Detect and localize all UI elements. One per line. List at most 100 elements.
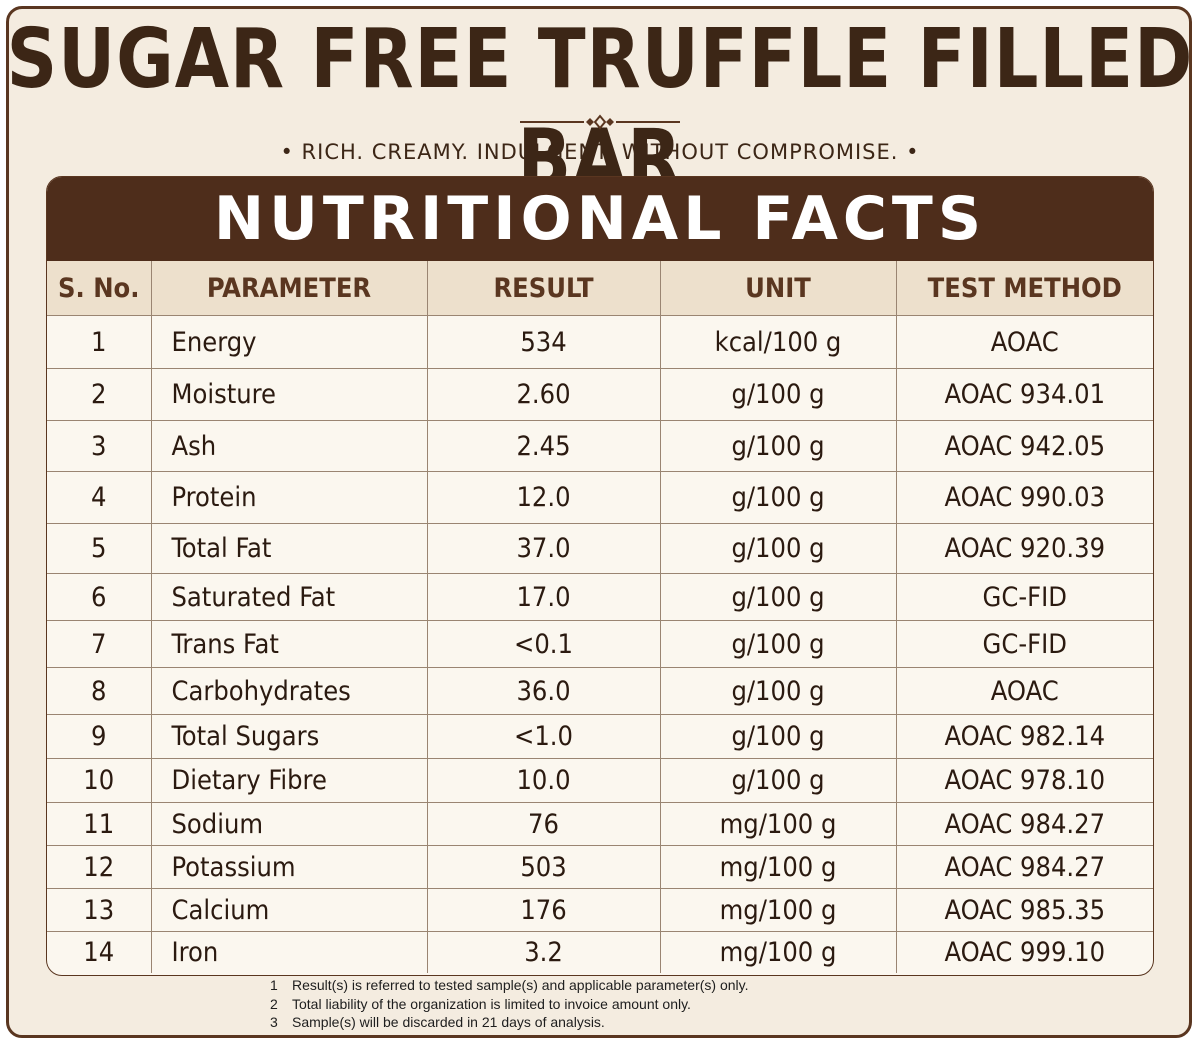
cell-parameter: Moisture: [150, 368, 428, 421]
tagline: • RICH. CREAMY. INDULGENT. WITHOUT COMPR…: [280, 140, 920, 164]
nutrition-panel: NUTRITIONAL FACTS S. No. PARAMETER RESUL…: [46, 176, 1154, 976]
cell-parameter: Iron: [150, 931, 428, 973]
cell-result: <0.1: [426, 620, 661, 668]
footnote: 1 Result(s) is referred to tested sample(…: [270, 976, 748, 995]
cell-unit: g/100 g: [659, 523, 897, 574]
cell-sno: 5: [47, 523, 152, 574]
table-row: 7 Trans Fat <0.1 g/100 g GC-FID: [47, 620, 1153, 668]
cell-parameter: Potassium: [150, 845, 428, 889]
cell-result: 12.0: [426, 471, 661, 524]
cell-parameter: Calcium: [150, 888, 428, 932]
cell-result: 37.0: [426, 523, 661, 574]
cell-result: 17.0: [426, 573, 661, 621]
cell-result: 10.0: [426, 758, 661, 803]
cell-parameter: Total Sugars: [150, 714, 428, 759]
cell-unit: g/100 g: [659, 368, 897, 421]
nutrition-table: S. No. PARAMETER RESULT UNIT TEST METHOD…: [47, 261, 1153, 973]
cell-sno: 12: [47, 845, 152, 889]
cell-sno: 6: [47, 573, 152, 621]
table-row: 4 Protein 12.0 g/100 g AOAC 990.03: [47, 471, 1153, 524]
cell-result: 503: [426, 845, 661, 889]
section-banner: NUTRITIONAL FACTS: [47, 177, 1153, 261]
cell-unit: g/100 g: [659, 714, 897, 759]
footnote-number: 3: [270, 1014, 278, 1030]
cell-result: 3.2: [426, 931, 661, 973]
table-row: 13 Calcium 176 mg/100 g AOAC 985.35: [47, 888, 1153, 932]
cell-sno: 2: [47, 368, 152, 421]
footnote: 3 Sample(s) will be discarded in 21 days …: [270, 1013, 748, 1032]
cell-result: <1.0: [426, 714, 661, 759]
table-row: 10 Dietary Fibre 10.0 g/100 g AOAC 978.10: [47, 758, 1153, 803]
cell-test-method: AOAC: [895, 315, 1153, 369]
cell-unit: mg/100 g: [659, 802, 897, 846]
cell-test-method: GC-FID: [895, 573, 1153, 621]
cell-parameter: Ash: [150, 420, 428, 472]
cell-test-method: AOAC 982.14: [895, 714, 1153, 759]
column-header-test-method: TEST METHOD: [895, 261, 1153, 316]
cell-parameter: Energy: [150, 315, 428, 369]
cell-unit: g/100 g: [659, 471, 897, 524]
column-header-result: RESULT: [426, 261, 661, 316]
cell-sno: 4: [47, 471, 152, 524]
cell-sno: 11: [47, 802, 152, 846]
table-header-row: S. No. PARAMETER RESULT UNIT TEST METHOD: [47, 261, 1153, 316]
footnote-number: 1: [270, 977, 278, 993]
table-row: 8 Carbohydrates 36.0 g/100 g AOAC: [47, 667, 1153, 715]
cell-test-method: AOAC 985.35: [895, 888, 1153, 932]
cell-test-method: AOAC: [895, 667, 1153, 715]
column-header-parameter: PARAMETER: [150, 261, 428, 316]
footnote-text: Sample(s) will be discarded in 21 days o…: [292, 1014, 605, 1030]
table-row: 9 Total Sugars <1.0 g/100 g AOAC 982.14: [47, 714, 1153, 759]
cell-sno: 3: [47, 420, 152, 472]
cell-result: 534: [426, 315, 661, 369]
cell-sno: 9: [47, 714, 152, 759]
cell-result: 176: [426, 888, 661, 932]
cell-sno: 8: [47, 667, 152, 715]
column-header-unit: UNIT: [659, 261, 897, 316]
cell-parameter: Trans Fat: [150, 620, 428, 668]
cell-test-method: AOAC 984.27: [895, 845, 1153, 889]
cell-parameter: Dietary Fibre: [150, 758, 428, 803]
cell-test-method: AOAC 920.39: [895, 523, 1153, 574]
cell-unit: g/100 g: [659, 420, 897, 472]
cell-sno: 1: [47, 315, 152, 369]
cell-test-method: AOAC 942.05: [895, 420, 1153, 472]
cell-test-method: AOAC 978.10: [895, 758, 1153, 803]
cell-unit: g/100 g: [659, 758, 897, 803]
cell-unit: kcal/100 g: [659, 315, 897, 369]
cell-unit: mg/100 g: [659, 931, 897, 973]
footnotes: 1 Result(s) is referred to tested sample(…: [270, 976, 748, 1032]
cell-unit: mg/100 g: [659, 845, 897, 889]
ornament-divider: [520, 114, 680, 130]
cell-sno: 14: [47, 931, 152, 973]
cell-unit: g/100 g: [659, 667, 897, 715]
cell-parameter: Carbohydrates: [150, 667, 428, 715]
table-row: 11 Sodium 76 mg/100 g AOAC 984.27: [47, 802, 1153, 846]
footnote-number: 2: [270, 995, 278, 1012]
table-row: 12 Potassium 503 mg/100 g AOAC 984.27: [47, 845, 1153, 889]
cell-parameter: Protein: [150, 471, 428, 524]
cell-sno: 10: [47, 758, 152, 803]
cell-result: 76: [426, 802, 661, 846]
footnote-text: Result(s) is referred to tested sample(s…: [292, 977, 749, 993]
table-row: 5 Total Fat 37.0 g/100 g AOAC 920.39: [47, 523, 1153, 574]
cell-result: 36.0: [426, 667, 661, 715]
footnote: 2 Total liability of the organization is …: [270, 995, 748, 1014]
cell-sno: 7: [47, 620, 152, 668]
table-row: 6 Saturated Fat 17.0 g/100 g GC-FID: [47, 573, 1153, 621]
cell-unit: g/100 g: [659, 620, 897, 668]
cell-parameter: Saturated Fat: [150, 573, 428, 621]
footnote-text: Total liability of the organization is l…: [292, 995, 691, 1012]
cell-sno: 13: [47, 888, 152, 932]
cell-result: 2.45: [426, 420, 661, 472]
column-header-sno: S. No.: [47, 261, 152, 316]
cell-test-method: AOAC 984.27: [895, 802, 1153, 846]
cell-test-method: AOAC 990.03: [895, 471, 1153, 524]
cell-parameter: Sodium: [150, 802, 428, 846]
table-row: 14 Iron 3.2 mg/100 g AOAC 999.10: [47, 931, 1153, 973]
cell-unit: g/100 g: [659, 573, 897, 621]
cell-test-method: AOAC 999.10: [895, 931, 1153, 973]
table-row: 2 Moisture 2.60 g/100 g AOAC 934.01: [47, 368, 1153, 421]
cell-test-method: GC-FID: [895, 620, 1153, 668]
cell-unit: mg/100 g: [659, 888, 897, 932]
